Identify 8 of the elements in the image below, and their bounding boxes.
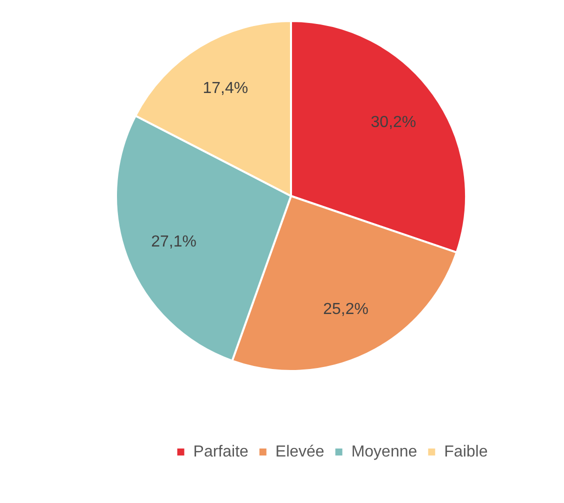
legend-label: Parfaite: [193, 443, 249, 460]
legend-label: Elevée: [275, 443, 324, 460]
legend-label: Moyenne: [351, 443, 418, 460]
legend-label: Faible: [444, 443, 488, 460]
data-label: 30,2%: [370, 114, 416, 132]
data-label: 17,4%: [202, 80, 248, 97]
data-label: 27,1%: [151, 234, 196, 251]
data-label: 25,2%: [323, 300, 368, 318]
